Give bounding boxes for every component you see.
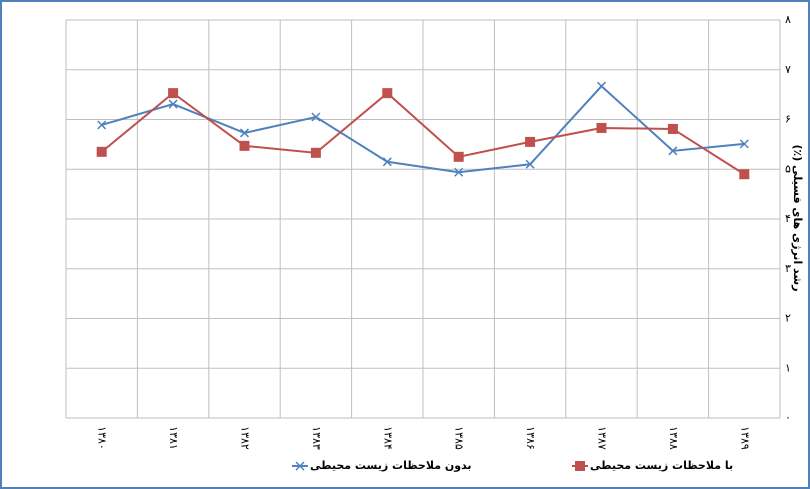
x-tick-label: ۱۳۸۴	[381, 426, 394, 450]
x-tick-label: ۱۳۸۰	[96, 426, 109, 450]
y-tick-label: ۱	[785, 361, 791, 374]
legend-label: با ملاحظات زیست محیطی	[590, 459, 733, 472]
marker	[97, 120, 107, 130]
y-tick-label: ۲	[785, 312, 791, 325]
marker	[311, 112, 321, 122]
marker	[668, 146, 678, 156]
y-tick-label: ۷	[785, 63, 791, 76]
x-tick-label: ۱۳۸۳	[310, 426, 323, 450]
y-tick-label: ۵	[785, 162, 791, 175]
marker	[382, 157, 392, 167]
marker	[739, 139, 749, 149]
marker	[239, 128, 250, 138]
y-axis-label: رشد انرژی های فسیلی (٪)	[791, 144, 804, 291]
y-tick-label: ۴	[785, 212, 791, 225]
y-tick-label: ۰	[785, 411, 791, 424]
marker	[525, 136, 536, 147]
marker	[239, 140, 250, 151]
marker	[596, 122, 607, 133]
marker	[453, 151, 464, 162]
x-tick-label: ۱۳۸۲	[239, 426, 252, 450]
marker	[382, 88, 393, 99]
x-tick-label: ۱۳۸۹	[738, 426, 751, 450]
marker	[739, 169, 750, 180]
marker	[168, 99, 178, 109]
legend-label: بدون ملاحظات زیست محیطی	[310, 459, 472, 472]
marker	[454, 167, 464, 177]
marker	[168, 88, 179, 99]
x-tick-label: ۱۳۸۱	[167, 426, 180, 450]
y-tick-label: ۶	[785, 113, 791, 126]
marker	[667, 123, 678, 134]
y-tick-label: ۳	[785, 262, 791, 275]
marker	[596, 81, 607, 91]
y-tick-label: ۸	[785, 13, 791, 26]
marker	[525, 159, 535, 169]
x-tick-label: ۱۳۸۸	[667, 426, 680, 450]
x-tick-label: ۱۳۸۶	[524, 426, 537, 450]
marker	[310, 147, 321, 158]
x-tick-label: ۱۳۸۵	[453, 426, 466, 450]
marker	[96, 146, 107, 157]
line	[101, 91, 745, 176]
x-tick-label: ۱۳۸۷	[596, 426, 609, 450]
